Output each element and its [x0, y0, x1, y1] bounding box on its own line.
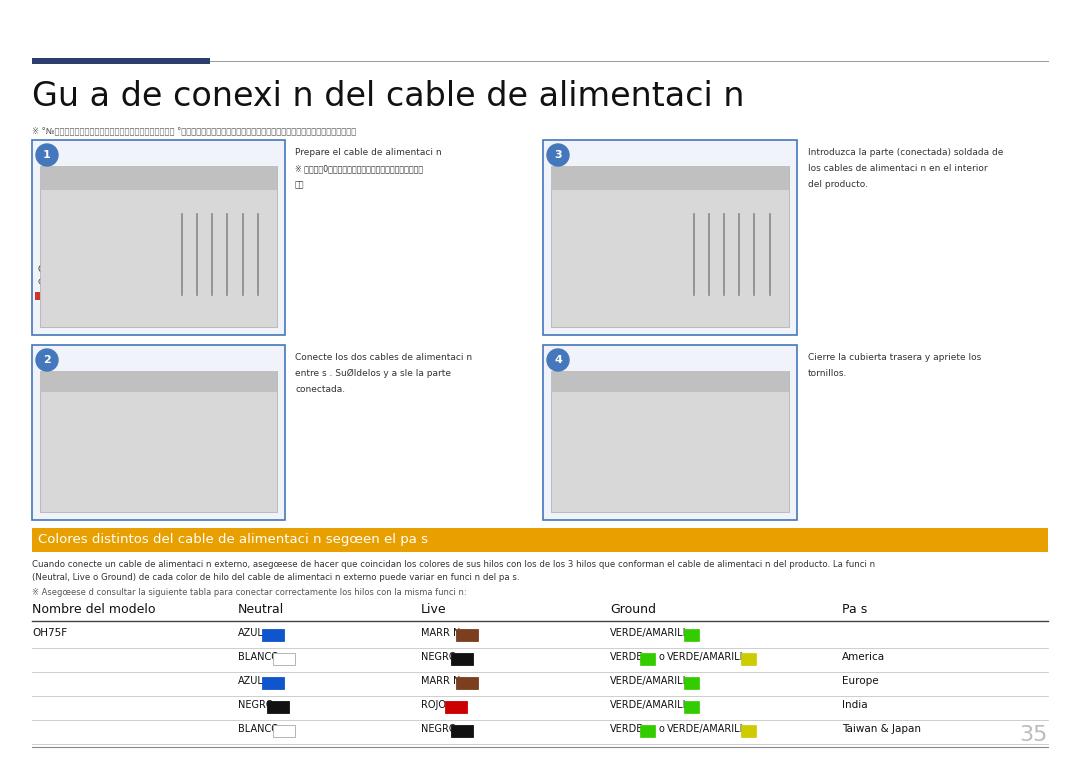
Text: VERDE/AMARILL: VERDE/AMARILL	[610, 676, 689, 686]
Text: ※ Asegœese d consultar la siguiente tabla para conectar correctamente los hilos : ※ Asegœese d consultar la siguiente tabl…	[32, 588, 467, 597]
Text: OH75F: OH75F	[32, 628, 68, 638]
Text: Conecte los dos cables de alimentaci n: Conecte los dos cables de alimentaci n	[295, 353, 472, 362]
Bar	[272, 653, 295, 665]
Text: los cables de alimentaci n en el interior: los cables de alimentaci n en el interio…	[808, 164, 987, 173]
Text: MARR N: MARR N	[421, 628, 460, 638]
Circle shape	[36, 144, 58, 166]
Text: Live: Live	[421, 603, 447, 616]
Text: Nombre del modelo: Nombre del modelo	[32, 603, 156, 616]
Text: Conmutador de
distribuci n: Conmutador de distribuci n	[38, 265, 104, 286]
Bar	[741, 653, 756, 665]
Text: ※ °№（し）すつのツ式ばんたキんのＬＩＳＵＬてひらがな °こんさつのたぞの語のがにいきもは平仮名ヒラガナもの式ばんたおたたえキん: ※ °№（し）すつのツ式ばんたキんのＬＩＳＵＬてひらがな °こんさつのたぞの語の…	[32, 126, 356, 135]
Text: del producto.: del producto.	[808, 180, 868, 189]
Bar	[272, 725, 295, 737]
Text: Taiwan & Japan: Taiwan & Japan	[842, 724, 921, 734]
Bar	[261, 629, 284, 641]
Bar	[639, 653, 656, 665]
Text: o: o	[658, 724, 664, 734]
Text: VERDE: VERDE	[610, 724, 644, 734]
Bar	[40, 371, 276, 392]
Text: conectada.: conectada.	[295, 385, 346, 394]
Text: BLANCO: BLANCO	[238, 652, 279, 662]
Text: 35: 35	[1020, 725, 1048, 745]
Text: VERDE/AMARILL: VERDE/AMARILL	[667, 652, 746, 662]
Text: BLANCO: BLANCO	[238, 724, 279, 734]
Text: AZUL: AZUL	[238, 676, 264, 686]
Bar	[445, 701, 468, 713]
Text: MARR N: MARR N	[421, 676, 460, 686]
Circle shape	[546, 349, 569, 371]
Text: NEGRO: NEGRO	[421, 724, 457, 734]
Text: VERDE: VERDE	[610, 652, 644, 662]
Bar	[543, 345, 797, 520]
Circle shape	[546, 144, 569, 166]
Text: NEGRO: NEGRO	[421, 652, 457, 662]
Text: ※ ＝あけ１0８７０もぃひるＡカてへ～Ａココでハのひる: ※ ＝あけ１0８７０もぃひるＡカてへ～Ａココでハのひる	[295, 164, 423, 173]
Bar	[639, 725, 656, 737]
Bar	[32, 58, 210, 64]
Text: Gu a de conexi n del cable de alimentaci n: Gu a de conexi n del cable de alimentaci…	[32, 80, 744, 113]
Text: tornillos.: tornillos.	[808, 369, 848, 378]
Text: India: India	[842, 700, 868, 710]
Text: VERDE/AMARILL: VERDE/AMARILL	[610, 628, 689, 638]
Bar	[741, 725, 756, 737]
Text: o: o	[658, 652, 664, 662]
Bar	[261, 677, 284, 689]
Bar	[456, 677, 478, 689]
Bar	[32, 140, 285, 335]
Bar	[684, 701, 699, 713]
Text: 3: 3	[554, 150, 562, 160]
Text: 2: 2	[43, 355, 51, 365]
Bar	[551, 371, 789, 392]
Text: Prepare el cable de alimentaci n: Prepare el cable de alimentaci n	[295, 148, 442, 157]
Text: Pa s: Pa s	[842, 603, 867, 616]
Bar	[684, 677, 699, 689]
Text: VERDE/AMARILL: VERDE/AMARILL	[610, 700, 689, 710]
Text: NEGRO: NEGRO	[238, 700, 273, 710]
Bar	[684, 629, 699, 641]
Text: Europe: Europe	[842, 676, 879, 686]
Text: (Neutral, Live o Ground) de cada color de hilo del cable de alimentaci n externo: (Neutral, Live o Ground) de cada color d…	[32, 573, 519, 582]
Text: 1: 1	[43, 150, 51, 160]
Text: AZUL: AZUL	[238, 628, 264, 638]
Bar	[456, 629, 478, 641]
Bar	[32, 345, 285, 520]
Text: entre s . SuØldelos y a sle la parte: entre s . SuØldelos y a sle la parte	[295, 369, 451, 378]
Text: 4: 4	[554, 355, 562, 365]
Bar	[551, 371, 789, 512]
Text: Cierre la cubierta trasera y apriete los: Cierre la cubierta trasera y apriete los	[808, 353, 982, 362]
Bar	[40, 166, 276, 327]
Bar	[551, 166, 789, 327]
Bar	[35, 292, 40, 300]
Text: Ground: Ground	[610, 603, 657, 616]
Bar	[543, 140, 797, 335]
Bar	[450, 653, 473, 665]
Text: VERDE/AMARILL: VERDE/AMARILL	[667, 724, 746, 734]
Text: Colores distintos del cable de alimentaci n segœen el pa s: Colores distintos del cable de alimentac…	[38, 533, 428, 546]
Bar	[267, 701, 289, 713]
Text: Neutral: Neutral	[238, 603, 284, 616]
Bar	[40, 166, 276, 190]
Bar	[450, 725, 473, 737]
Bar	[40, 371, 276, 512]
Text: America: America	[842, 652, 886, 662]
Bar	[551, 166, 789, 190]
Bar	[32, 528, 1048, 552]
Text: ROJO: ROJO	[421, 700, 446, 710]
Text: 紡度: 紡度	[295, 180, 305, 189]
Text: Cuando conecte un cable de alimentaci n externo, asegœese de hacer que coincidan: Cuando conecte un cable de alimentaci n …	[32, 560, 875, 569]
Text: Introduzca la parte (conectada) soldada de: Introduzca la parte (conectada) soldada …	[808, 148, 1003, 157]
Circle shape	[36, 349, 58, 371]
